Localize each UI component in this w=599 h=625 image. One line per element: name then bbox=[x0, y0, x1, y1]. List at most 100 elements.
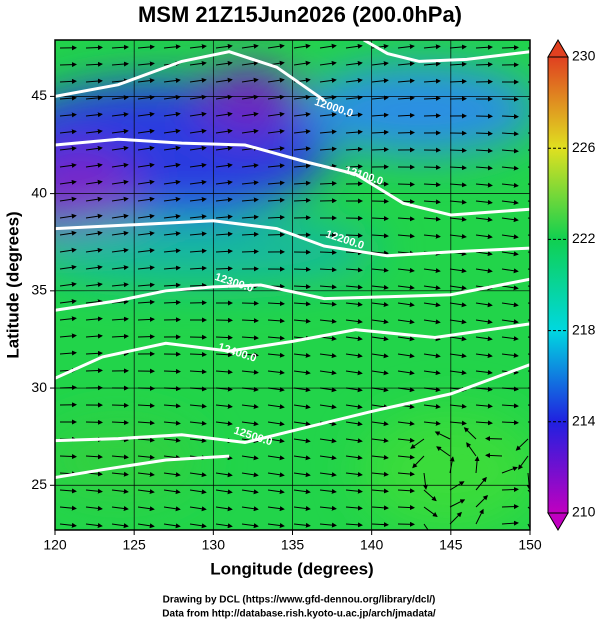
streamline-arrow bbox=[293, 129, 311, 135]
streamline-arrow bbox=[85, 488, 103, 494]
streamline-arrow bbox=[137, 44, 155, 50]
streamline-arrow bbox=[163, 454, 181, 460]
streamline-arrow bbox=[111, 506, 129, 512]
streamline-arrow bbox=[423, 182, 441, 188]
streamline-arrow bbox=[293, 438, 311, 444]
streamline-arrow bbox=[436, 446, 451, 457]
streamline-arrow bbox=[137, 128, 155, 134]
streamline-arrow bbox=[137, 489, 155, 495]
streamline-arrow bbox=[345, 336, 363, 342]
streamline-arrow bbox=[423, 319, 441, 325]
streamline-arrow bbox=[345, 112, 363, 118]
streamline-arrow bbox=[371, 216, 389, 222]
streamline-arrow bbox=[345, 438, 363, 444]
streamline-arrow bbox=[449, 353, 467, 359]
streamline-arrow bbox=[85, 282, 103, 288]
streamline-arrow bbox=[59, 522, 77, 528]
streamline-arrow bbox=[475, 302, 493, 308]
streamline-arrow bbox=[137, 282, 155, 288]
streamline-arrow bbox=[163, 214, 181, 219]
streamline-arrow bbox=[501, 403, 519, 409]
streamline-arrow bbox=[137, 78, 155, 84]
colorbar-tick-label: 214 bbox=[572, 413, 596, 429]
streamline-arrow bbox=[475, 495, 489, 508]
color-field: 12000.012100.012200.012300.012400.012500… bbox=[55, 40, 530, 530]
streamline-arrow bbox=[59, 333, 77, 339]
streamline-arrow bbox=[501, 285, 519, 291]
streamline-arrow bbox=[501, 131, 519, 137]
streamline-arrow bbox=[189, 523, 207, 529]
contour-line bbox=[55, 277, 530, 312]
colorbar-tick-label: 226 bbox=[572, 139, 596, 155]
streamline-arrow bbox=[501, 302, 519, 308]
contour-line bbox=[55, 454, 230, 479]
streamline-arrow bbox=[397, 233, 415, 239]
streamline-arrow bbox=[449, 511, 462, 525]
colorbar: 210 214 218 222 226 230 bbox=[547, 39, 596, 531]
streamline-arrow bbox=[501, 165, 519, 171]
contour-line bbox=[55, 219, 530, 258]
streamline-arrow bbox=[111, 128, 129, 134]
streamline-arrow bbox=[163, 489, 181, 495]
streamline-arrow bbox=[111, 196, 129, 202]
x-tick-label: 130 bbox=[202, 537, 226, 553]
streamline-arrow bbox=[475, 130, 493, 136]
colorbar-extend bbox=[547, 39, 569, 58]
streamline-arrow bbox=[412, 455, 425, 469]
streamline-arrow bbox=[397, 285, 415, 291]
colorbar-tick-label: 218 bbox=[572, 321, 596, 337]
streamline-arrow bbox=[423, 95, 441, 101]
streamline-arrow bbox=[215, 231, 233, 237]
streamline-arrow bbox=[137, 523, 155, 529]
streamline-arrow bbox=[423, 506, 438, 518]
streamline-arrow bbox=[215, 128, 233, 134]
streamline-arrow bbox=[319, 249, 337, 255]
streamline-arrow bbox=[241, 249, 259, 255]
streamline-arrow bbox=[137, 196, 155, 202]
streamline-arrow bbox=[111, 420, 129, 426]
streamline-arrow bbox=[449, 233, 467, 239]
streamline-arrow bbox=[267, 335, 285, 341]
streamline-arrow bbox=[475, 353, 493, 359]
streamline-arrow bbox=[111, 316, 129, 322]
streamline-arrow bbox=[345, 522, 363, 528]
streamline-arrow bbox=[410, 438, 425, 449]
streamline-arrow bbox=[85, 505, 103, 511]
streamline-arrow bbox=[501, 520, 519, 526]
streamline-arrow bbox=[59, 95, 77, 101]
streamline-arrow bbox=[241, 77, 259, 83]
contour-line bbox=[55, 50, 326, 102]
streamline-arrow bbox=[189, 214, 207, 220]
streamline-arrow bbox=[319, 455, 337, 461]
streamline-arrow bbox=[422, 472, 428, 490]
streamline-arrow bbox=[215, 43, 233, 49]
x-tick-label: 145 bbox=[439, 537, 463, 553]
streamline-arrow bbox=[501, 352, 519, 358]
streamline-arrow bbox=[371, 129, 389, 135]
streamline-arrow bbox=[85, 45, 103, 51]
streamline-arrow bbox=[215, 352, 233, 358]
streamline-arrow bbox=[371, 250, 389, 256]
streamline-arrow bbox=[189, 489, 207, 495]
streamline-arrow bbox=[319, 284, 337, 290]
streamline-arrow bbox=[267, 94, 285, 100]
streamline-arrow bbox=[293, 404, 311, 410]
streamline-arrow bbox=[215, 403, 233, 409]
streamline-arrow bbox=[501, 336, 519, 342]
streamline-arrow bbox=[371, 505, 389, 511]
streamline-arrow bbox=[434, 431, 451, 440]
streamline-arrow bbox=[293, 352, 311, 358]
streamline-arrow bbox=[163, 231, 181, 237]
streamline-arrow bbox=[475, 508, 484, 525]
streamline-arrow bbox=[319, 43, 337, 49]
streamline-arrow bbox=[423, 164, 441, 170]
streamline-arrow bbox=[518, 455, 529, 470]
credit: Data from http://database.rish.kyoto-u.a… bbox=[162, 609, 436, 620]
streamline-arrow bbox=[215, 369, 233, 375]
streamline-arrow bbox=[397, 216, 415, 222]
streamline-arrow bbox=[397, 319, 415, 325]
streamline-arrow bbox=[485, 452, 503, 458]
streamline-arrow bbox=[397, 61, 415, 67]
streamline-arrow bbox=[163, 94, 181, 100]
streamline-arrow bbox=[85, 179, 103, 185]
